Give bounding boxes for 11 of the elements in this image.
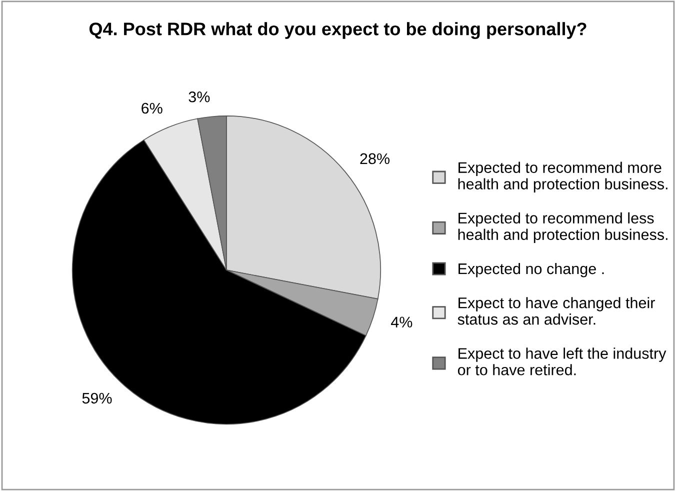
legend-label: Expected to recommend less health and protection business. — [458, 212, 668, 244]
data-label: 4% — [390, 316, 412, 328]
legend-label: Expect to have left the industry or to have retired. — [458, 348, 666, 376]
chart-title: Q4. Post RDR what do you expect to be doing personally? — [89, 22, 586, 40]
legend-label: Expected no change . — [458, 262, 604, 278]
legend-label: Expected to recommend more health and protection business. — [458, 162, 668, 192]
data-label: 59% — [82, 392, 112, 404]
legend-label: Expect to have changed their status as an adviser. — [458, 297, 655, 325]
data-label: 6% — [142, 102, 162, 114]
data-label: 3% — [188, 91, 210, 102]
data-label: 28% — [360, 153, 390, 164]
